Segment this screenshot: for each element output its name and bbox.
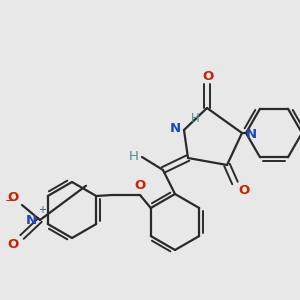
Text: O: O xyxy=(8,191,19,204)
Text: N: N xyxy=(246,128,257,140)
Text: −: − xyxy=(5,196,15,206)
Text: O: O xyxy=(202,70,214,83)
Text: O: O xyxy=(134,179,146,192)
Text: +: + xyxy=(38,205,46,215)
Text: O: O xyxy=(8,238,19,251)
Text: N: N xyxy=(26,214,37,226)
Text: O: O xyxy=(238,184,249,197)
Text: H: H xyxy=(191,112,200,124)
Text: N: N xyxy=(170,122,181,136)
Text: H: H xyxy=(129,149,139,163)
